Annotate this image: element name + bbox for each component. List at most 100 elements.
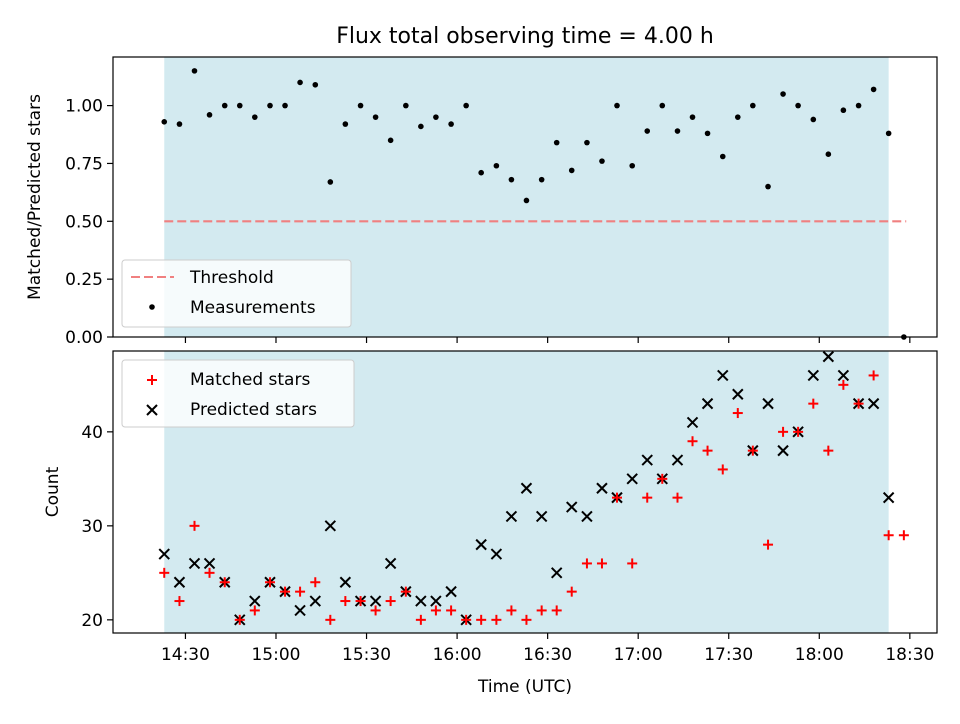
- bottom-x-ticks: 14:30 15:00 15:30 16:00 16:30 17:00 17:30 18:00…: [161, 633, 934, 665]
- predicted-point: [369, 595, 382, 607]
- predicted-point-b: [173, 576, 186, 588]
- matched-point: [657, 473, 668, 484]
- matched-point: [868, 370, 879, 381]
- matched-point: [687, 436, 698, 447]
- legend-predicted-marker-b: [146, 404, 158, 416]
- measurement-point: [493, 162, 500, 169]
- measurement-point: [236, 102, 243, 109]
- predicted-point-b: [717, 369, 729, 382]
- predicted-point: [822, 350, 835, 363]
- matched-point: [476, 614, 487, 625]
- legend-matched-swatch: [147, 375, 157, 385]
- matched-point: [581, 558, 592, 569]
- measurement-point: [568, 167, 575, 174]
- bottom-legend-box: [121, 359, 355, 428]
- matched-point: [747, 445, 758, 456]
- predicted-point: [581, 510, 593, 523]
- measurement-point: [282, 102, 288, 109]
- measurement-point: [403, 102, 409, 109]
- x-tick-label: 16:30: [523, 645, 572, 665]
- predicted-point: [717, 369, 729, 382]
- top-panel: 0.00 0.25 0.50 0.75 1.00 Matched/Predicted s…: [25, 56, 938, 348]
- predicted-point-b: [550, 567, 563, 579]
- predicted-point-b: [762, 397, 774, 410]
- matched-point: [838, 379, 849, 390]
- measurement-point: [704, 130, 711, 137]
- measurement-point: [418, 123, 424, 130]
- x-tick-label: 18:30: [885, 645, 934, 665]
- measurement-point: [176, 121, 183, 127]
- measurement-point: [644, 128, 651, 134]
- predicted-point-b: [867, 397, 880, 410]
- matched-point: [642, 492, 653, 503]
- measurement-point: [584, 139, 590, 146]
- matched-point: [189, 520, 200, 531]
- measurement-point: [629, 162, 636, 169]
- predicted-point-b: [777, 444, 789, 457]
- predicted-point: [430, 595, 442, 607]
- measurement-point: [689, 114, 696, 120]
- matched-point: [491, 614, 502, 625]
- predicted-point-b: [822, 350, 835, 363]
- legend-predicted-label: Predicted stars: [190, 400, 317, 420]
- y-tick-label: 20: [81, 611, 103, 631]
- predicted-point-b: [596, 482, 608, 494]
- matched-point: [883, 530, 894, 541]
- matched-point: [295, 586, 306, 597]
- predicted-point: [867, 397, 880, 410]
- matched-point: [596, 558, 607, 569]
- y-tick-label: 0.25: [65, 270, 103, 290]
- measurement-point: [795, 102, 801, 109]
- measurement-point: [599, 158, 605, 164]
- predicted-point-b: [369, 595, 382, 607]
- predicted-point-b: [490, 548, 503, 560]
- predicted-point-b: [309, 595, 321, 607]
- predicted-point: [671, 454, 684, 466]
- predicted-point-b: [324, 520, 337, 532]
- predicted-point: [777, 444, 789, 457]
- legend-predicted-marker: [146, 404, 158, 416]
- measurement-point: [855, 102, 862, 109]
- matched-point: [280, 586, 291, 597]
- measurement-point: [885, 130, 892, 137]
- matched-point: [778, 426, 789, 437]
- y-tick-label: 0.00: [65, 328, 103, 348]
- matched-point: [566, 586, 577, 597]
- y-tick-label: 0.50: [65, 212, 103, 232]
- measurement-point: [206, 112, 213, 118]
- matched-point: [611, 492, 622, 503]
- predicted-point: [626, 473, 638, 485]
- matched-point: [340, 596, 351, 607]
- predicted-point: [249, 595, 261, 607]
- predicted-point-b: [837, 369, 850, 382]
- legend-measurements-label: Measurements: [190, 298, 316, 318]
- predicted-point-b: [158, 548, 170, 560]
- matched-point: [415, 614, 426, 625]
- predicted-point-b: [520, 482, 533, 494]
- legend-measurement-swatch: [149, 304, 155, 310]
- measurement-point: [297, 79, 303, 86]
- matched-point: [702, 445, 713, 456]
- matched-point: [325, 614, 336, 625]
- measurement-point: [659, 102, 666, 109]
- top-axes-frame: [112, 56, 938, 338]
- matched-point: [808, 398, 819, 409]
- bottom-axes-frame: [112, 350, 938, 634]
- predicted-point-b: [732, 388, 744, 400]
- x-tick-label: 17:00: [614, 645, 663, 665]
- matched-point: [823, 445, 834, 456]
- top-x-ticks: [184, 337, 911, 343]
- measurement-point: [252, 114, 258, 120]
- figure-title: Flux total observing time = 4.00 h: [336, 24, 714, 49]
- measurement-point: [161, 118, 168, 125]
- predicted-point: [384, 557, 397, 570]
- predicted-point: [550, 567, 563, 579]
- predicted-point-b: [249, 595, 261, 607]
- measurement-point: [765, 183, 771, 190]
- predicted-point-b: [203, 557, 216, 570]
- legend-matched-label: Matched stars: [190, 370, 310, 390]
- x-tick-label: 18:00: [795, 645, 844, 665]
- matched-point: [159, 567, 170, 578]
- predicted-point-b: [535, 510, 548, 523]
